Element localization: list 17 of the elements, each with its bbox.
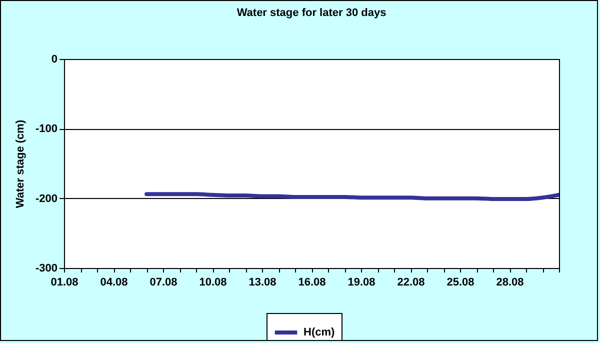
y-tick-label: 0 (51, 54, 58, 66)
x-tick-label: 16.08 (298, 276, 326, 288)
y-tick-label: -300 (35, 262, 58, 274)
y-axis-title: Water stage (cm) (14, 120, 26, 208)
x-tick-label: 07.08 (150, 276, 178, 288)
x-tick-label: 01.08 (50, 276, 78, 288)
x-tick-label: 19.08 (348, 276, 376, 288)
legend-label: H(cm) (304, 326, 336, 338)
chart-title: Water stage for later 30 days (236, 7, 386, 19)
y-tick-label: -100 (35, 123, 58, 136)
x-tick-label: 10.08 (199, 276, 227, 288)
x-tick-label: 13.08 (248, 276, 276, 288)
y-tick-label: -200 (35, 192, 58, 205)
x-tick-label: 28.08 (496, 276, 524, 288)
x-tick-label: 25.08 (446, 276, 474, 288)
x-tick-label: 22.08 (397, 276, 425, 288)
x-tick-label: 04.08 (100, 276, 128, 288)
